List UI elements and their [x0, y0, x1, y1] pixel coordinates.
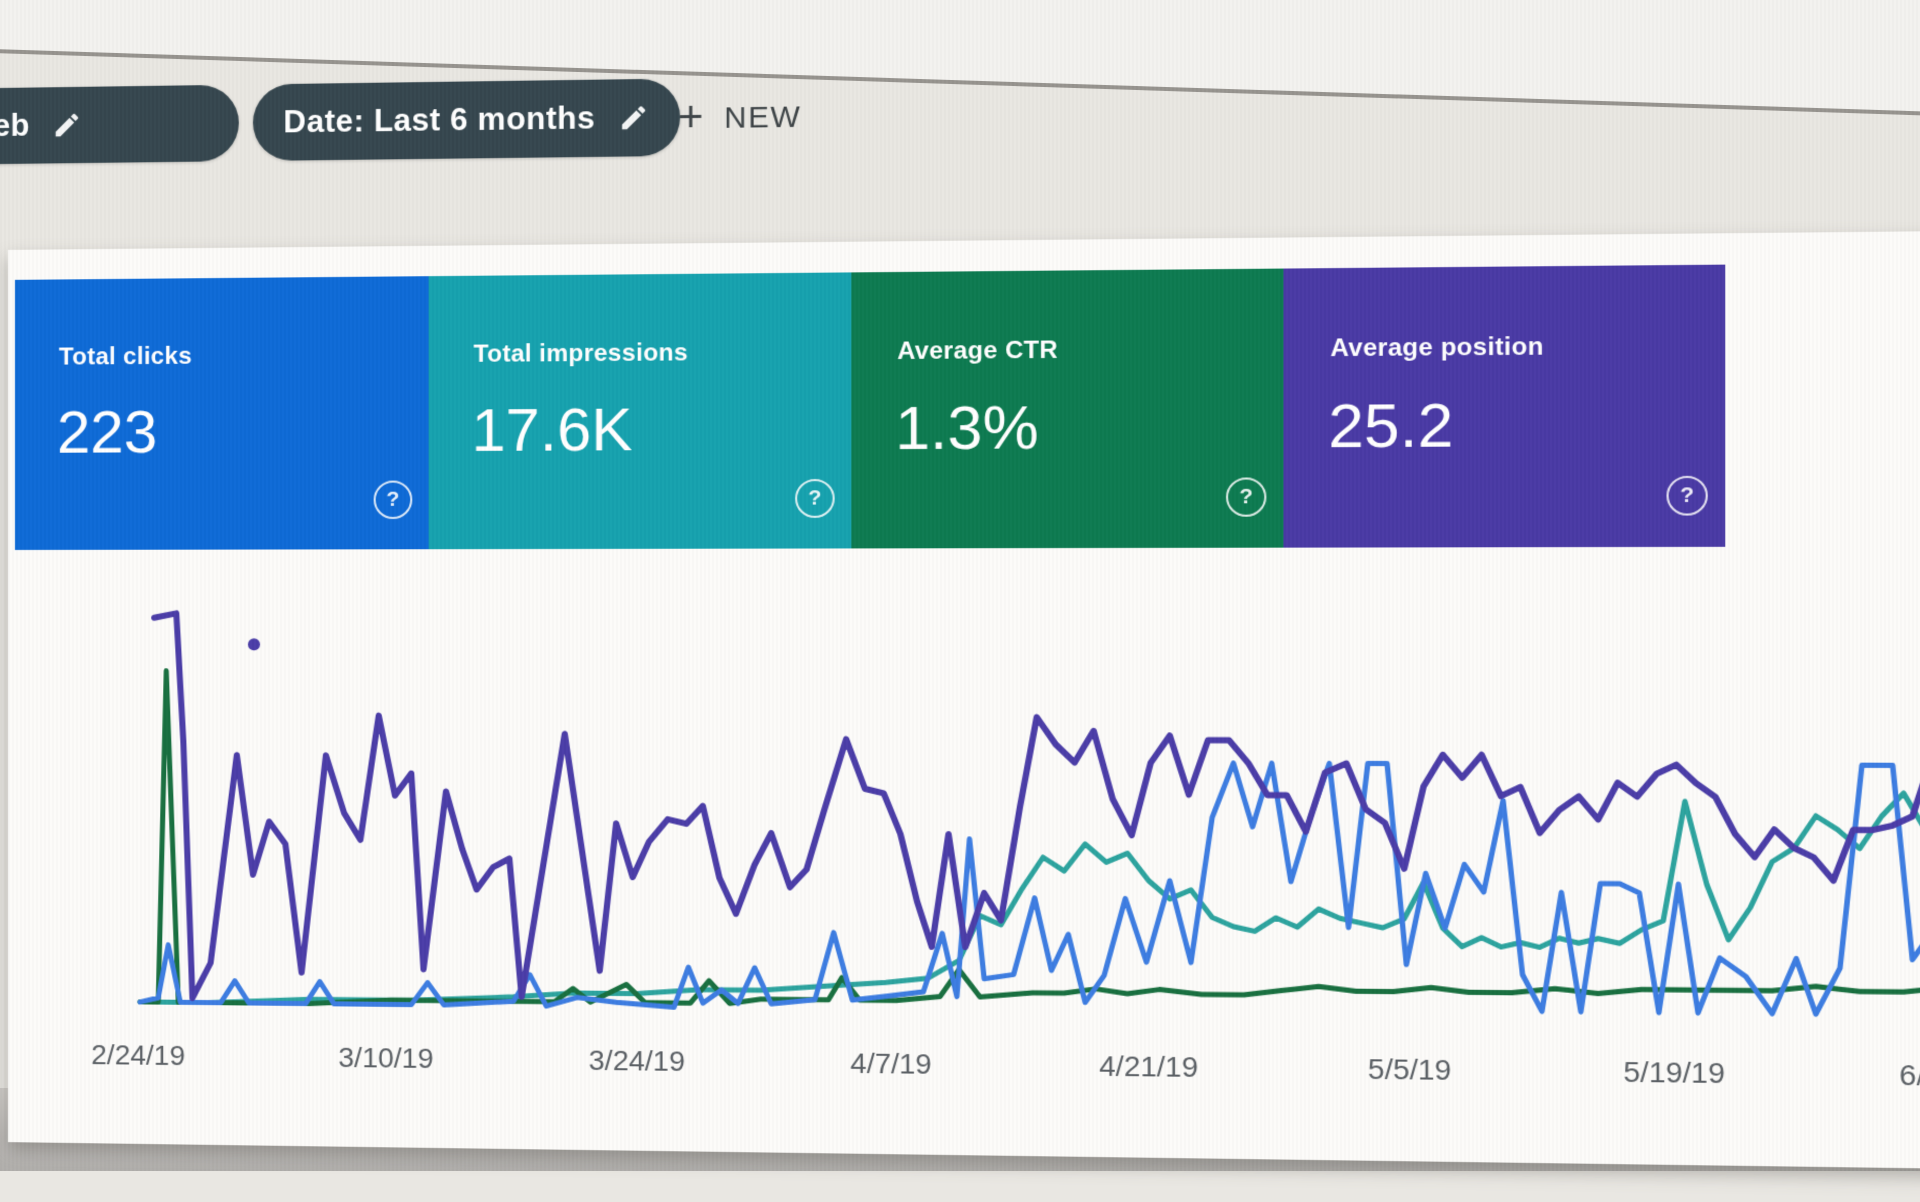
card-average-position[interactable]: Average position 25.2 ?	[1283, 265, 1725, 548]
card-total-clicks[interactable]: Total clicks 223 ?	[15, 276, 429, 550]
x-tick-label: 5/19/19	[1587, 1055, 1761, 1090]
x-tick-label: 6/2/19	[1854, 1058, 1920, 1094]
x-tick-label: 2/24/19	[58, 1039, 219, 1073]
help-icon[interactable]: ?	[1226, 477, 1266, 516]
summary-cards: Total clicks 223 ? Total impressions 17.…	[15, 265, 1725, 550]
card-label: Total clicks	[59, 343, 192, 372]
card-value: 25.2	[1328, 390, 1453, 462]
isolated-position-point	[248, 638, 260, 650]
card-label: Average CTR	[897, 336, 1058, 366]
x-tick-label: 3/24/19	[554, 1044, 719, 1078]
performance-panel: Total clicks 223 ? Total impressions 17.…	[8, 229, 1920, 1171]
card-value: 223	[57, 397, 157, 467]
card-average-ctr[interactable]: Average CTR 1.3% ?	[851, 269, 1283, 549]
date-filter-label: Date: Last 6 months	[283, 100, 595, 140]
search-type-filter-chip[interactable]: type: Web	[0, 85, 239, 166]
card-label: Average position	[1330, 333, 1543, 364]
performance-chart[interactable]	[8, 520, 1920, 1048]
help-icon[interactable]: ?	[1666, 476, 1707, 516]
card-value: 1.3%	[895, 392, 1038, 463]
search-type-filter-label: type: Web	[0, 108, 30, 146]
card-value: 17.6K	[472, 394, 633, 465]
series-position	[154, 613, 1920, 1017]
series-clicks	[140, 653, 1920, 1021]
date-filter-chip[interactable]: Date: Last 6 months	[253, 79, 680, 161]
card-label: Total impressions	[474, 339, 689, 369]
chart-x-axis: 2/24/19 3/10/19 3/24/19 4/7/19 4/21/19 5…	[8, 1038, 1920, 1108]
new-filter-button[interactable]: + NEW	[678, 87, 801, 150]
x-tick-label: 4/21/19	[1064, 1050, 1233, 1085]
help-icon[interactable]: ?	[374, 481, 413, 520]
x-tick-label: 5/5/19	[1324, 1053, 1496, 1088]
x-tick-label: 4/7/19	[808, 1047, 975, 1082]
new-filter-button-label: NEW	[724, 100, 801, 136]
edit-pencil-icon[interactable]	[52, 110, 82, 140]
x-tick-label: 3/10/19	[305, 1041, 468, 1075]
card-total-impressions[interactable]: Total impressions 17.6K ?	[429, 272, 852, 549]
help-icon[interactable]: ?	[795, 479, 835, 518]
filter-bar: type: Web Date: Last 6 months + NEW	[0, 58, 1920, 178]
edit-pencil-icon[interactable]	[618, 102, 649, 133]
plus-icon: +	[678, 95, 703, 138]
